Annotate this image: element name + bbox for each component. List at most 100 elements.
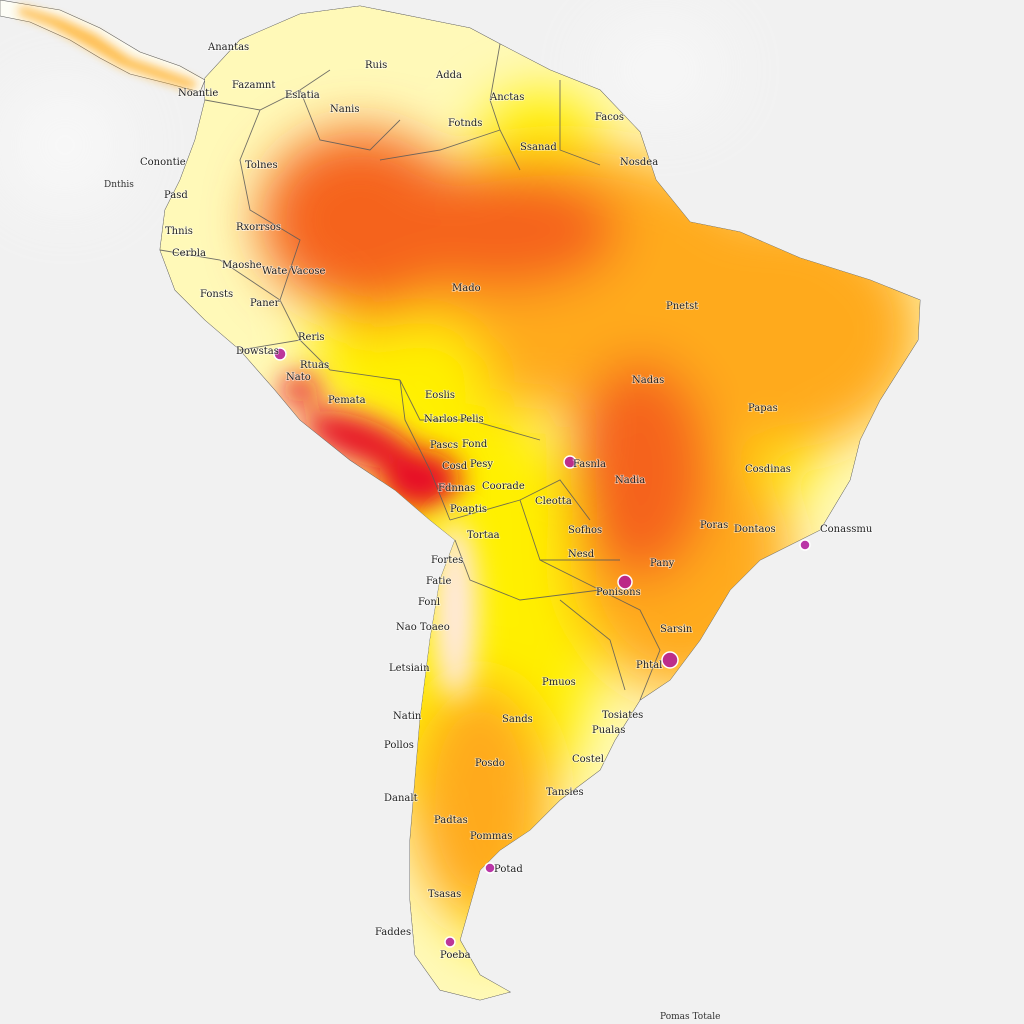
place-label: Tosiates — [602, 710, 643, 721]
place-label: Fortes — [431, 555, 463, 566]
place-label: Poaptis — [450, 504, 487, 515]
place-label: Rxorrsos — [236, 222, 281, 233]
place-label: Nanis — [330, 104, 359, 115]
place-label: Cosd — [442, 461, 468, 472]
place-label: Sofhos — [568, 525, 602, 536]
background-glow — [10, 90, 120, 200]
heat-region-central-america — [18, 6, 198, 90]
place-label: Nato — [286, 372, 311, 383]
place-label: Pelis — [460, 414, 484, 425]
place-label: Fasnla — [573, 459, 606, 470]
place-label: Fonsts — [200, 289, 233, 300]
background-glow — [600, 30, 720, 110]
place-label: Costel — [572, 754, 604, 765]
place-label: Tansies — [546, 787, 584, 798]
place-label: Mado — [452, 283, 481, 294]
hotspot-marker[interactable] — [444, 936, 456, 948]
hotspot-marker[interactable] — [799, 539, 811, 551]
hotspot-marker[interactable] — [563, 455, 577, 469]
place-label: Conassmu — [820, 524, 873, 535]
place-label: Cerbla — [172, 248, 206, 259]
place-label: Noantie — [178, 88, 218, 99]
place-label: Pommas — [470, 831, 512, 842]
heat-zone-red — [303, 410, 417, 470]
place-label: Pollos — [384, 740, 414, 751]
place-label: Fotnds — [448, 118, 482, 129]
place-label: Ponisons — [596, 587, 641, 598]
hotspot-layer — [273, 347, 811, 948]
place-label: Posdo — [475, 758, 505, 769]
place-label: Wate Vacose — [262, 266, 326, 277]
place-label: Pemata — [328, 395, 366, 406]
place-label: Natin — [393, 711, 422, 722]
place-label: Fdnnas — [438, 483, 475, 494]
corner-label-bottom: Pomas Totale — [660, 1012, 721, 1022]
place-label: Pualas — [592, 725, 625, 736]
place-label: Eslatia — [285, 90, 320, 101]
place-label: Pmuos — [542, 677, 576, 688]
place-label: Papas — [748, 403, 778, 414]
place-label: Conontie — [140, 157, 186, 168]
place-label: Adda — [435, 70, 462, 81]
place-label: Danalt — [384, 793, 418, 804]
place-label: Eoslis — [425, 390, 455, 401]
heat-zone-pale — [433, 520, 477, 700]
place-label: Reris — [298, 332, 325, 343]
place-label: Letsiain — [389, 663, 430, 674]
heat-zone-deep-orange — [570, 360, 710, 580]
place-label: Fond — [462, 439, 488, 450]
place-label: Pnetst — [666, 301, 698, 312]
place-label: Thnis — [165, 226, 193, 237]
place-labels: Anantas Noantie Eslatia Fazamnt Ruis Nan… — [139, 41, 873, 962]
place-label: Cosdinas — [745, 464, 791, 475]
place-label: Facos — [595, 112, 624, 123]
place-label: Dowstas — [236, 346, 279, 357]
place-label: Rtuas — [300, 360, 329, 371]
heat-zone-red — [280, 376, 320, 404]
hotspot-marker[interactable] — [484, 862, 496, 874]
place-label: Nadas — [632, 375, 664, 386]
place-label: Ssanad — [520, 142, 557, 153]
place-label: Poras — [700, 520, 728, 531]
heat-zone-red — [380, 450, 460, 510]
country-borders — [159, 43, 661, 701]
hotspot-marker[interactable] — [617, 574, 633, 590]
place-label: Potad — [494, 864, 523, 875]
place-label: Ruis — [365, 60, 387, 71]
place-label: Phtal — [636, 660, 662, 671]
heat-zone-yellow — [350, 320, 490, 440]
place-label: Fatie — [426, 576, 451, 587]
heat-zone-deep-orange — [380, 170, 620, 290]
place-label: Nosdea — [620, 157, 658, 168]
place-label: Tolnes — [245, 160, 278, 171]
place-label: Anctas — [489, 92, 524, 103]
place-label: Poeba — [440, 950, 471, 961]
place-label: Faddes — [375, 927, 411, 938]
place-label: Pascs — [430, 440, 458, 451]
place-label: Sands — [502, 714, 533, 725]
place-label: Nadia — [615, 475, 645, 486]
place-label: Dontaos — [734, 524, 776, 535]
place-label: Padtas — [434, 815, 468, 826]
place-label: Anantas — [207, 42, 249, 53]
place-label: Maoshe — [222, 260, 262, 271]
place-label: Sarsin — [660, 624, 693, 635]
place-label: Pesy — [470, 459, 493, 470]
corner-label-west: Dnthis — [104, 180, 134, 190]
place-label: Paner — [250, 298, 280, 309]
place-label: Pasd — [164, 190, 188, 201]
place-label: Nao Toaeo — [396, 622, 450, 633]
place-label: Fonl — [418, 597, 440, 608]
place-label: Pany — [650, 558, 675, 569]
place-label: Fazamnt — [232, 80, 275, 91]
place-label: Narlos — [424, 414, 458, 425]
place-label: Tsasas — [428, 889, 461, 900]
place-label: Tortaa — [467, 530, 500, 541]
place-label: Nesd — [568, 549, 595, 560]
place-label: Coorade — [482, 481, 525, 492]
hotspot-marker[interactable] — [661, 651, 679, 669]
place-label: Cleotta — [535, 496, 572, 507]
hotspot-marker[interactable] — [273, 347, 287, 361]
